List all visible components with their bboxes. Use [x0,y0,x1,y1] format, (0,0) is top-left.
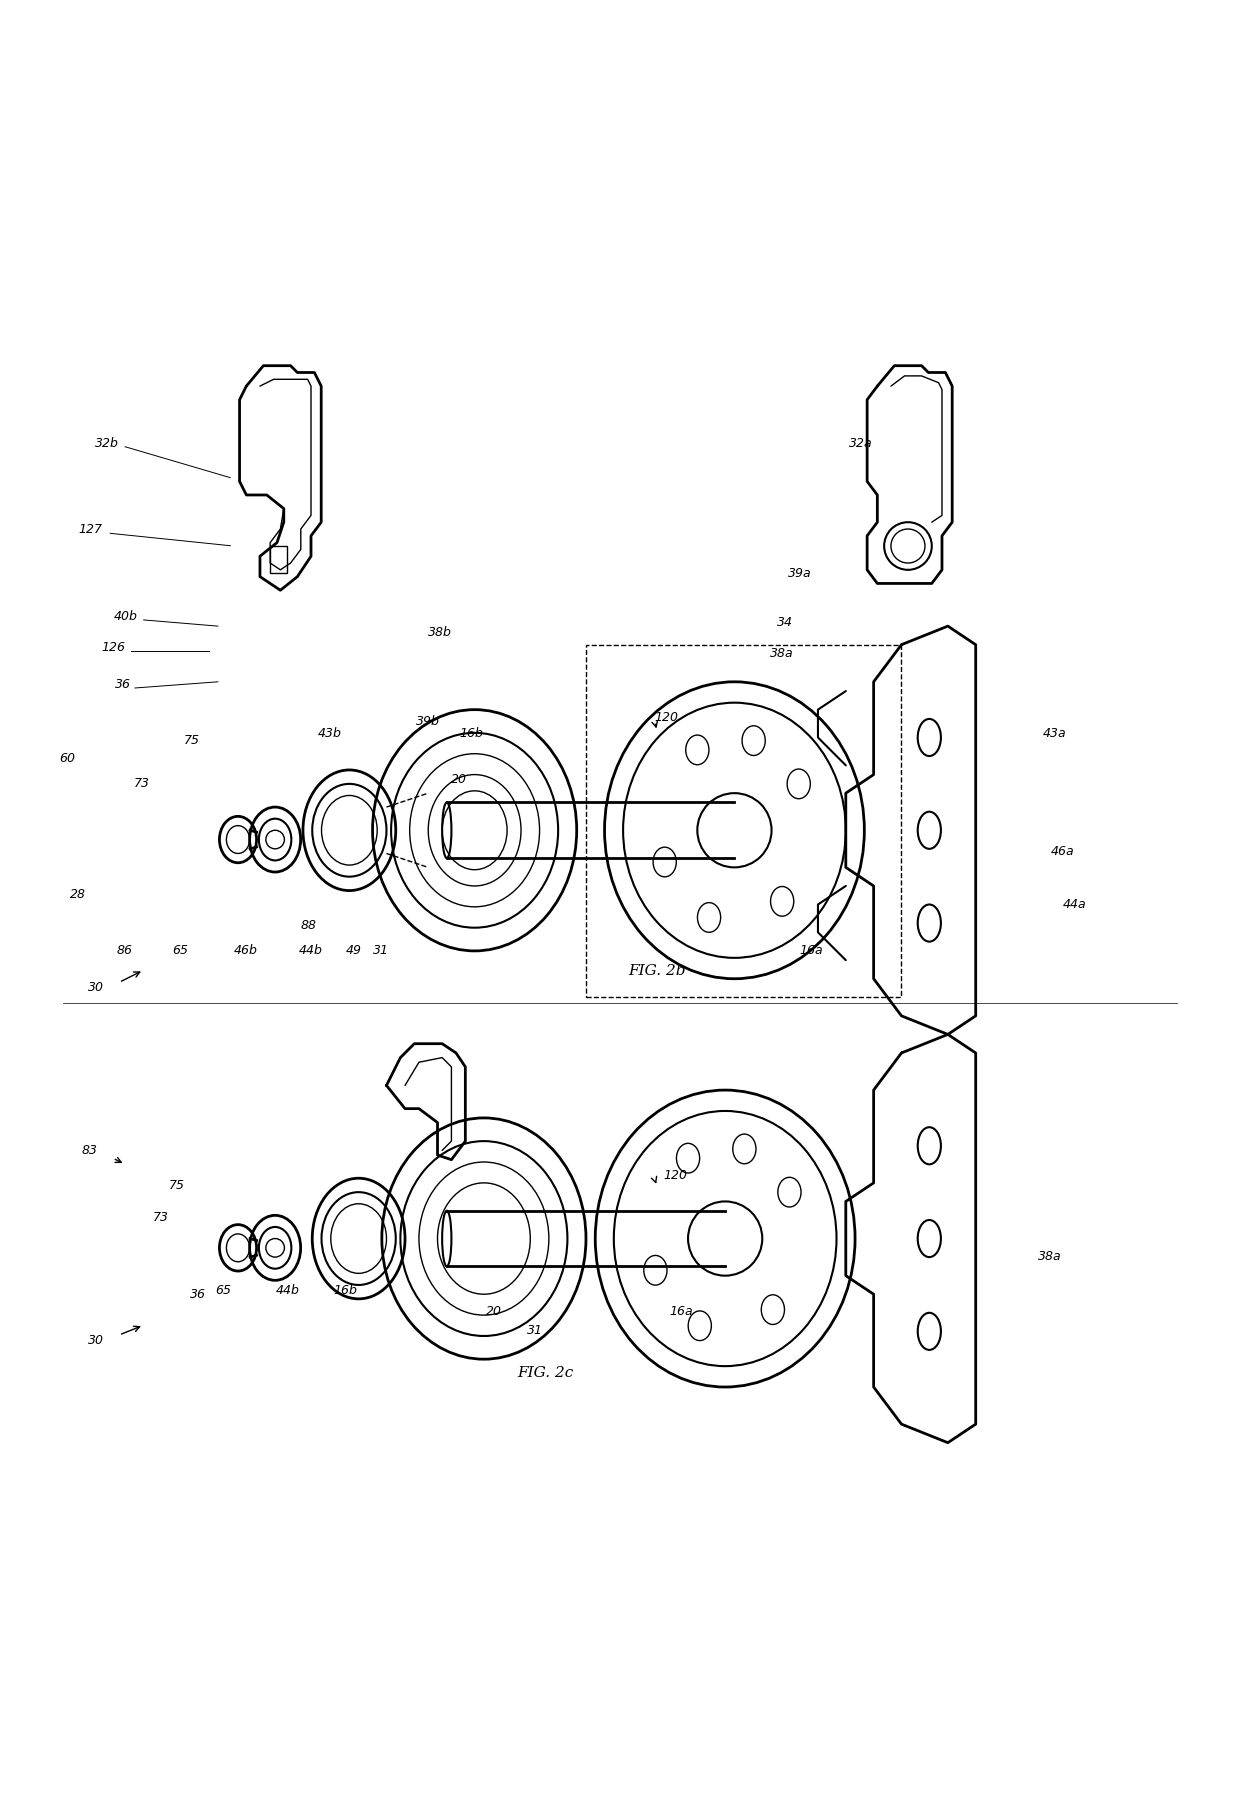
Text: 75: 75 [169,1179,185,1192]
Text: 65: 65 [172,944,188,957]
Text: 88: 88 [301,919,317,932]
Text: 40b: 40b [114,610,138,622]
Text: 43a: 43a [1043,727,1066,740]
Text: 120: 120 [663,1169,687,1181]
Text: 43b: 43b [317,727,342,740]
Text: 30: 30 [88,980,104,995]
Text: 46b: 46b [234,944,258,957]
Text: 65: 65 [216,1284,232,1297]
Text: 126: 126 [102,640,125,653]
Text: 38a: 38a [770,648,794,660]
Text: 32b: 32b [95,436,119,450]
Text: 44b: 44b [299,944,322,957]
Text: 20: 20 [450,772,466,787]
Text: 120: 120 [655,711,678,724]
Text: 31: 31 [527,1324,543,1337]
Text: 60: 60 [60,753,76,765]
Text: 36: 36 [115,678,131,691]
Text: FIG. 2c: FIG. 2c [517,1366,574,1380]
Text: 28: 28 [69,888,86,901]
Text: 75: 75 [184,734,200,747]
Text: 16a: 16a [670,1306,693,1319]
Text: 127: 127 [79,523,103,535]
Text: 16b: 16b [334,1284,357,1297]
Text: 36: 36 [190,1288,206,1301]
Text: 16b: 16b [459,727,484,740]
Bar [270,546,288,573]
Text: 16a: 16a [800,944,823,957]
Text: 39a: 39a [789,566,812,579]
Text: 34: 34 [777,617,794,630]
Text: 73: 73 [134,776,150,791]
Bar [587,644,901,997]
Text: 38b: 38b [428,626,453,639]
Text: 46a: 46a [1050,845,1074,857]
Text: 49: 49 [345,944,361,957]
Text: 32a: 32a [849,436,873,450]
Text: 30: 30 [88,1333,104,1346]
Text: 83: 83 [82,1145,98,1158]
Text: 44b: 44b [277,1284,300,1297]
Text: 44a: 44a [1063,899,1086,912]
Text: 20: 20 [486,1306,502,1319]
Text: FIG. 2b: FIG. 2b [629,964,686,979]
Text: 38a: 38a [1038,1250,1061,1263]
Text: 39b: 39b [415,715,440,727]
Text: 31: 31 [372,944,388,957]
Text: 86: 86 [117,944,133,957]
Text: 73: 73 [153,1212,169,1225]
